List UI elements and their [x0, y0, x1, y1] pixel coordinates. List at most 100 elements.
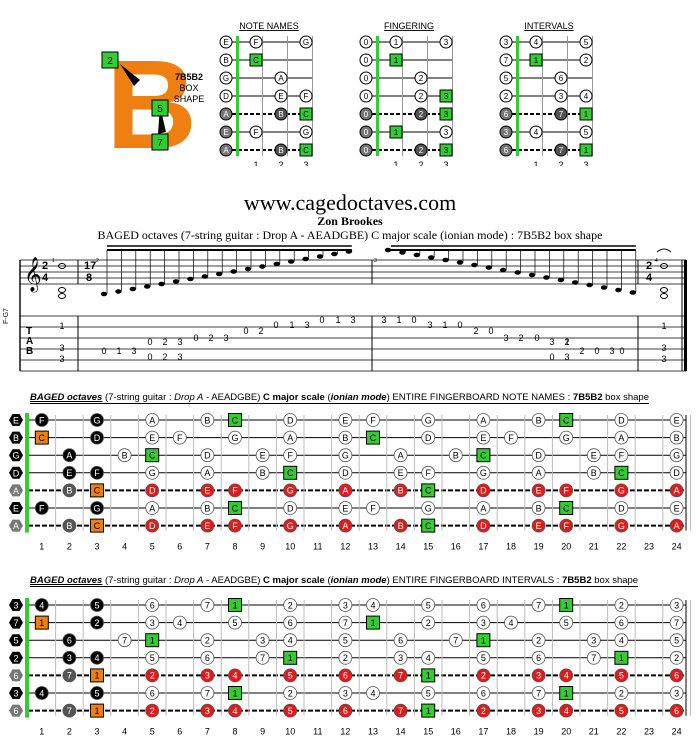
- fingerboard-note-dot: [476, 668, 491, 683]
- fingerboard-note-dot: [283, 668, 298, 683]
- mini-note-label: 0: [364, 56, 369, 65]
- mini-note-label: E: [278, 92, 283, 101]
- tab-number: 0: [101, 346, 106, 356]
- fingerboard-note-dot: [669, 518, 684, 533]
- fret-number: 22: [616, 542, 626, 552]
- mini-nut: [376, 36, 379, 156]
- fingerboard-note-label: 1: [232, 600, 237, 610]
- fingerboard-note-dot: [669, 465, 684, 480]
- fingerboard-note-dot: [172, 615, 187, 630]
- title-segment: box shape: [591, 575, 639, 586]
- tab-number: 3: [59, 343, 64, 353]
- fingerboard-note-label: 1: [564, 688, 569, 698]
- fingerboard-note-label: F: [287, 451, 293, 461]
- fingerboard-note-square: [228, 686, 242, 700]
- mini-note-label: 2: [504, 92, 509, 101]
- fingerboard-note-label: 1: [564, 600, 569, 610]
- note-head: [216, 271, 223, 277]
- fret-number: 13: [368, 727, 378, 737]
- mini-note-label: F: [254, 38, 259, 47]
- fingerboard-note-label: 6: [398, 636, 403, 646]
- mini-note-dot: [499, 35, 513, 49]
- fingerboard-note-label: 7: [260, 653, 265, 663]
- note-head: [456, 260, 464, 265]
- fingerboard-note-dot: [62, 448, 77, 463]
- fingerboard-intervals-title: BAGED octaves (7-string guitar : Drop A …: [30, 575, 639, 587]
- fingerboard-note-label: B: [591, 468, 597, 478]
- fingerboard-note-dot: [669, 448, 684, 463]
- fingerboard-note-label: G: [287, 486, 294, 496]
- fingerboard-note-label: 3: [260, 636, 265, 646]
- fret-number: 22: [616, 727, 626, 737]
- tab-number: 3: [304, 320, 309, 330]
- fingerboard-note-dot: [338, 615, 353, 630]
- fingerboard-note-label: 3: [674, 600, 679, 610]
- mini-note-dot: [554, 71, 568, 85]
- fingerboard-note-label: F: [94, 468, 100, 478]
- title-segment: ) ENTIRE FINGERBOARD NOTE NAMES :: [386, 392, 573, 403]
- fingerboard-note-label: E: [149, 433, 155, 443]
- open-string-marker: [9, 599, 23, 611]
- fingerboard-note-label: 6: [288, 618, 293, 628]
- tab-number: 3: [549, 337, 554, 347]
- mini-note-label: E: [223, 128, 228, 137]
- open-string-marker: [9, 634, 23, 647]
- mini-note-label: 1: [394, 38, 399, 47]
- title-segment: Drop A: [174, 575, 204, 586]
- mini-note-dot: [359, 71, 373, 85]
- fingerboard-note-dot: [476, 501, 491, 515]
- fingerboard-note-dot: [669, 633, 684, 648]
- tab-number: 0: [147, 352, 152, 362]
- fingerboard-note-label: F: [39, 503, 45, 513]
- subtitle: BAGED octaves (7-string guitar : Drop A …: [97, 228, 603, 242]
- time-sig: 4: [42, 272, 49, 284]
- note-head: [273, 261, 280, 267]
- fingerboard-note-dot: [34, 413, 49, 427]
- fret-number: 10: [285, 727, 295, 737]
- mini-note-dot: [299, 35, 313, 49]
- fingerboard-note-dot: [669, 686, 684, 700]
- mini-note-square: [439, 143, 453, 157]
- fingerboard-note-dot: [338, 430, 353, 445]
- mini-note-dot: [359, 89, 373, 103]
- fret-number: 24: [672, 727, 682, 737]
- fingerboard-note-label: E: [342, 415, 348, 425]
- fingerboard-note-dot: [283, 703, 298, 718]
- mini-note-label: 2: [584, 56, 589, 65]
- fingerboard-note-label: 7: [398, 706, 403, 716]
- treble-clef: 𝄞: [24, 257, 42, 293]
- fingerboard-note-dot: [531, 518, 546, 533]
- fingerboard-note-dot: [393, 650, 408, 665]
- fingerboard-note-label: G: [480, 468, 487, 478]
- fingerboard-note-dot: [614, 633, 629, 648]
- fingerboard-note-label: B: [204, 503, 210, 513]
- mini-fret-number: 1: [393, 160, 398, 166]
- measure-number: 2: [96, 258, 99, 264]
- mini-note-label: 6: [559, 74, 564, 83]
- note-head: [58, 287, 66, 293]
- fingerboard-note-label: A: [149, 415, 155, 425]
- fingerboard-note-dot: [586, 650, 601, 665]
- mini-note-square: [389, 53, 403, 67]
- fingerboard-note-label: C: [94, 521, 101, 531]
- fingerboard-note-label: 7: [205, 600, 210, 610]
- fingerboard-note-dot: [476, 703, 491, 718]
- fret-number: 7: [205, 727, 210, 737]
- fingerboard-note-square: [559, 686, 574, 700]
- fingerboard-note-dot: [90, 650, 104, 665]
- mini-note-label: 1: [584, 110, 589, 119]
- mini-note-dot: [579, 89, 593, 103]
- open-string-label: 6: [13, 706, 18, 716]
- fingerboard-note-label: 4: [370, 600, 375, 610]
- fingerboard-note-dot: [338, 668, 353, 683]
- fingerboard-note-label: G: [673, 451, 680, 461]
- tab-number: 0: [457, 320, 462, 330]
- fingerboard-note-dot: [90, 430, 104, 445]
- fingerboard-note-square: [90, 483, 104, 498]
- fingerboard-note-dot: [614, 483, 629, 498]
- badge-mid: 5: [157, 104, 163, 115]
- note-head: [413, 252, 420, 258]
- mini-fret-number: 2: [418, 160, 423, 166]
- mini-note-label: 2: [419, 74, 424, 83]
- note-head: [485, 265, 492, 270]
